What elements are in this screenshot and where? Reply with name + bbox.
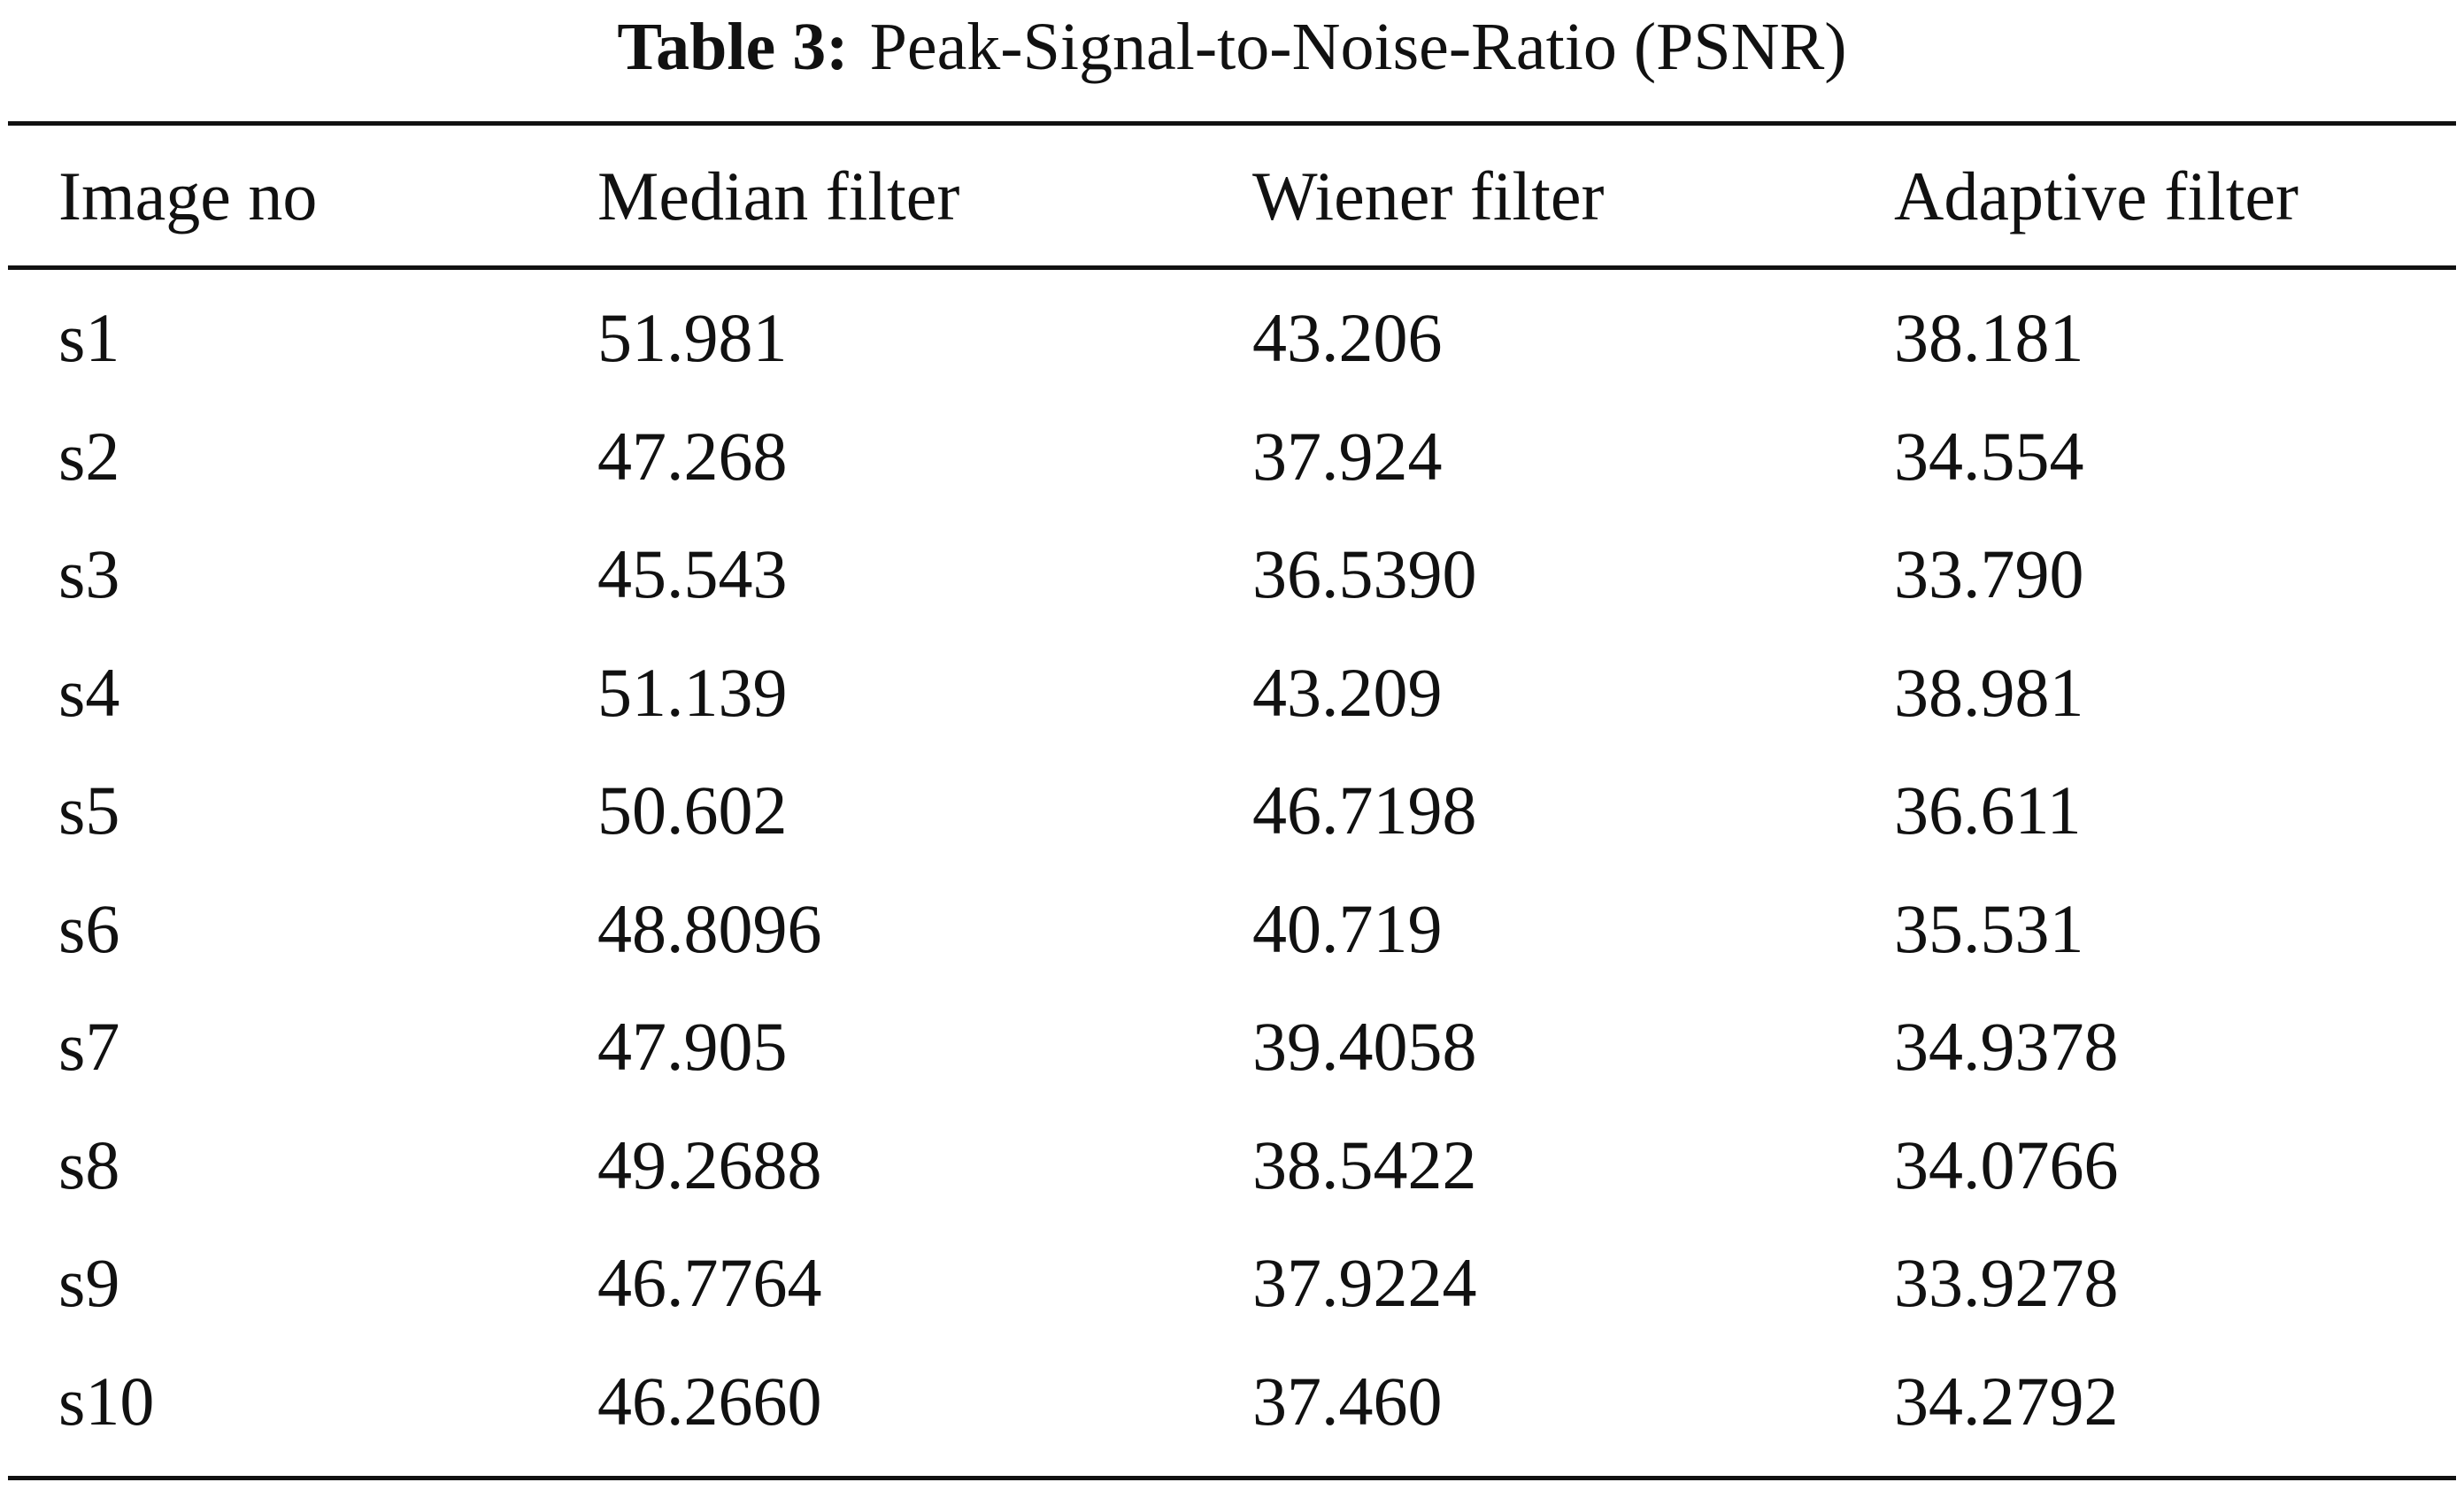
cell: 49.2688 [597,1125,822,1203]
cell: 48.8096 [597,889,822,967]
cell: 38.181 [1894,299,2084,376]
cell: 35.531 [1894,889,2084,967]
header-cell: Median filter [597,157,960,234]
cell: 39.4058 [1252,1008,1477,1085]
cell: 34.2792 [1894,1362,2119,1440]
cell: 46.2660 [597,1362,822,1440]
cell: 33.9278 [1894,1244,2119,1321]
cell: 51.139 [597,653,788,731]
cell: 34.554 [1894,417,2084,495]
cell: s6 [58,889,120,967]
cell: 38.981 [1894,653,2084,731]
cell: 34.0766 [1894,1125,2119,1203]
cell: 38.5422 [1252,1125,1477,1203]
bottom-rule [8,1476,2456,1480]
header-cell: Wiener filter [1252,157,1605,234]
cell: 37.460 [1252,1362,1443,1440]
cell: 46.7198 [1252,772,1477,849]
mid-rule [8,265,2456,270]
cell: 47.268 [597,417,788,495]
cell: s4 [58,653,120,731]
cell: 46.7764 [597,1244,822,1321]
cell: s1 [58,299,120,376]
cell: 34.9378 [1894,1008,2119,1085]
cell: 43.209 [1252,653,1443,731]
cell: 37.924 [1252,417,1443,495]
cell: s10 [58,1362,155,1440]
top-rule [8,121,2456,126]
cell: 45.543 [597,535,788,612]
cell: s5 [58,772,120,849]
cell: s2 [58,417,120,495]
cell: 50.602 [597,772,788,849]
cell: s7 [58,1008,120,1085]
cell: 33.790 [1894,535,2084,612]
cell: 40.719 [1252,889,1443,967]
cell: s8 [58,1125,120,1203]
header-cell: Image no [58,157,318,234]
cell: 36.5390 [1252,535,1477,612]
cell: 47.905 [597,1008,788,1085]
cell: s9 [58,1244,120,1321]
cell: s3 [58,535,120,612]
cell: 37.9224 [1252,1244,1477,1321]
cell: 36.611 [1894,772,2082,849]
header-cell: Adaptive filter [1894,157,2298,234]
caption: Peak-Signal-to-Noise-Ratio (PSNR) [869,10,1847,84]
caption-label: Table 3: [617,10,849,84]
cell: 51.981 [597,299,788,376]
cell: 43.206 [1252,299,1443,376]
table-title: Table 3: Peak-Signal-to-Noise-Ratio (PSNR… [0,7,2464,87]
